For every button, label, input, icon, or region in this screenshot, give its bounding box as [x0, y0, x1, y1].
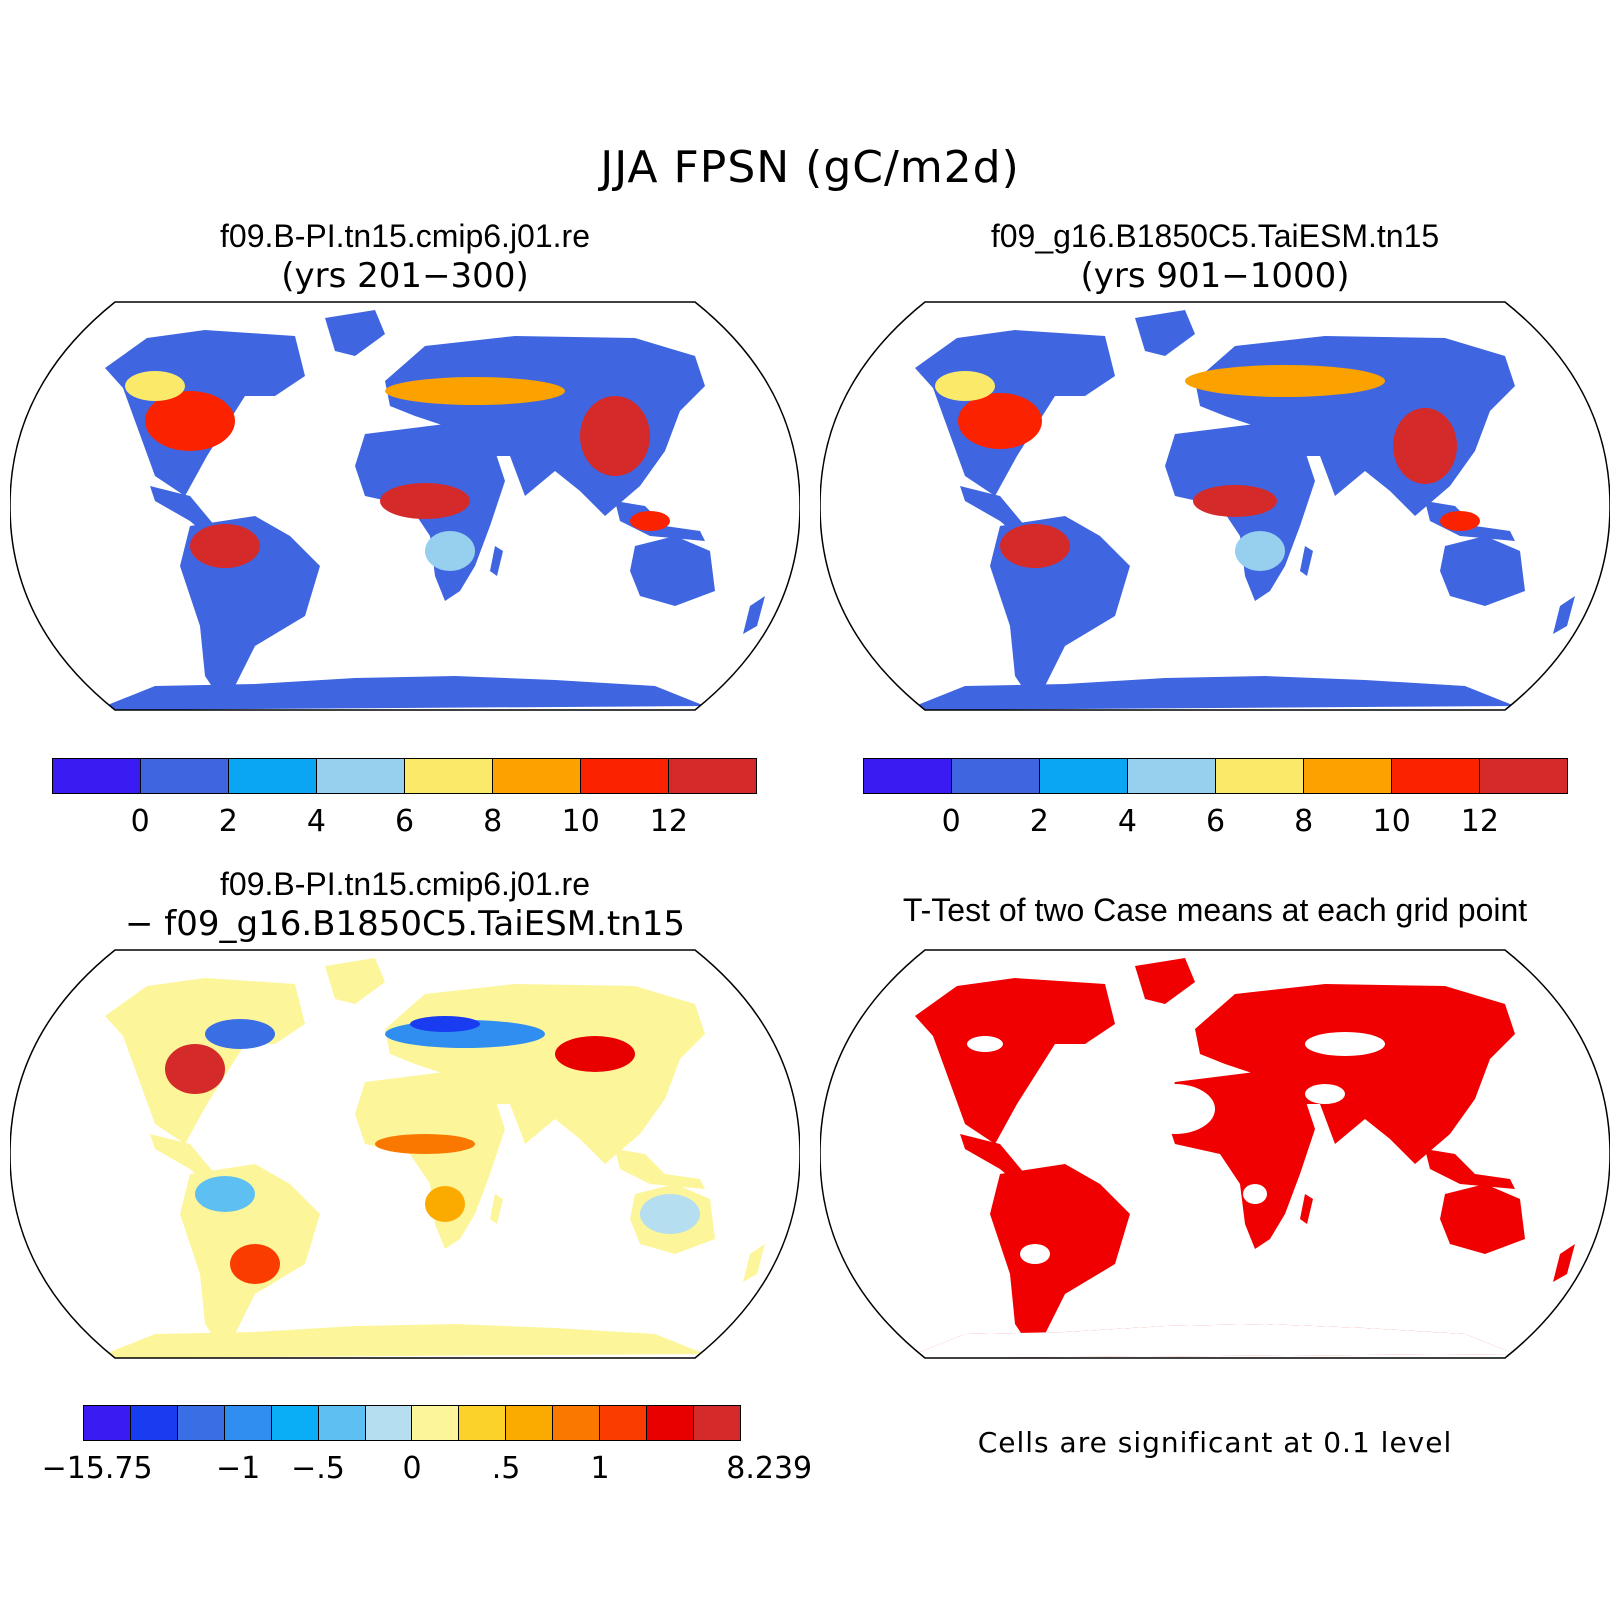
- colorbar-swatch: [318, 1406, 366, 1440]
- colorbar-tick-label: 0: [130, 804, 150, 839]
- panel-3-title: f09.B-PI.tn15.cmip6.j01.re: [220, 866, 590, 902]
- panel-4-title: T-Test of two Case means at each grid po…: [902, 892, 1528, 928]
- panel-1-title: f09.B-PI.tn15.cmip6.j01.re: [220, 218, 590, 254]
- figure-title: JJA FPSN (gC/m2d): [600, 142, 1020, 193]
- high-productivity-zones: [125, 371, 670, 571]
- colorbar-swatch: [412, 1406, 460, 1440]
- colorbar-swatch: [1128, 759, 1216, 793]
- colorbar-swatch: [600, 1406, 648, 1440]
- panel-1-subtitle: (yrs 201−300): [281, 256, 529, 296]
- panel-2-title: f09_g16.B1850C5.TaiESM.tn15: [990, 218, 1440, 254]
- colorbar-tick-label: 4: [1117, 804, 1137, 839]
- colorbar-swatch: [1480, 759, 1567, 793]
- colorbar-swatch: [141, 759, 229, 793]
- colorbar-tick-label: 0: [402, 1451, 422, 1486]
- colorbar-swatch: [405, 759, 493, 793]
- colorbar-swatch: [229, 759, 317, 793]
- colorbar-swatch: [271, 1406, 319, 1440]
- colorbar-tick-label: 2: [218, 804, 238, 839]
- colorbar-swatch: [317, 759, 405, 793]
- colorbar-tick-label: 10: [1372, 804, 1411, 839]
- colorbar-tick-label: −1: [215, 1451, 261, 1486]
- significance-note: Cells are significant at 0.1 level: [977, 1426, 1453, 1459]
- colorbar-swatch: [1392, 759, 1480, 793]
- colorbar-tick-label: 0: [941, 804, 961, 839]
- map-panel-4: [820, 949, 1610, 1359]
- colorbar-swatch: [647, 1406, 694, 1440]
- colorbar-swatch: [693, 1406, 740, 1440]
- colorbar-tick-label: .5: [491, 1451, 521, 1486]
- colorbar-tick-label: 8: [483, 804, 503, 839]
- colorbar-panel-3: [83, 1405, 741, 1441]
- colorbar-swatch: [459, 1406, 507, 1440]
- colorbar-swatch: [84, 1406, 131, 1440]
- colorbar-swatch: [493, 759, 581, 793]
- colorbar-tick-label: 10: [561, 804, 600, 839]
- colorbar-tick-label: 4: [306, 804, 326, 839]
- colorbar-tick-label: 1: [590, 1451, 610, 1486]
- map-panel-1: [10, 301, 800, 711]
- colorbar-tick-label: 8.239: [726, 1451, 813, 1486]
- colorbar-swatch: [1216, 759, 1304, 793]
- colorbar-tick-label: 12: [649, 804, 688, 839]
- colorbar-tick-label: −.5: [291, 1451, 345, 1486]
- map-panel-3: [10, 949, 800, 1359]
- colorbar-swatch: [224, 1406, 272, 1440]
- colorbar-tick-label: 8: [1294, 804, 1314, 839]
- colorbar-tick-label: 2: [1029, 804, 1049, 839]
- map-panel-2: [820, 301, 1610, 711]
- colorbar-swatch: [669, 759, 756, 793]
- colorbar-panel-1: [52, 758, 757, 794]
- colorbar-swatch: [53, 759, 141, 793]
- panel-3-subtitle: − f09_g16.B1850C5.TaiESM.tn15: [125, 904, 685, 944]
- colorbar-swatch: [581, 759, 669, 793]
- high-productivity-zones: [935, 365, 1480, 571]
- difference-anomalies: [165, 1016, 700, 1284]
- colorbar-swatch: [506, 1406, 554, 1440]
- colorbar-tick-label: 12: [1460, 804, 1499, 839]
- colorbar-tick-label: 6: [394, 804, 415, 839]
- colorbar-swatch: [864, 759, 952, 793]
- colorbar-panel-2: [863, 758, 1568, 794]
- colorbar-swatch: [177, 1406, 225, 1440]
- colorbar-swatch: [365, 1406, 413, 1440]
- panel-2-subtitle: (yrs 901−1000): [1080, 256, 1350, 296]
- colorbar-tick-label: −15.75: [41, 1451, 153, 1486]
- colorbar-swatch: [1040, 759, 1128, 793]
- colorbar-swatch: [1304, 759, 1392, 793]
- colorbar-swatch: [952, 759, 1040, 793]
- colorbar-swatch: [130, 1406, 178, 1440]
- non-significant-patches: [915, 1032, 1515, 1358]
- colorbar-tick-label: 6: [1205, 804, 1226, 839]
- colorbar-swatch: [553, 1406, 601, 1440]
